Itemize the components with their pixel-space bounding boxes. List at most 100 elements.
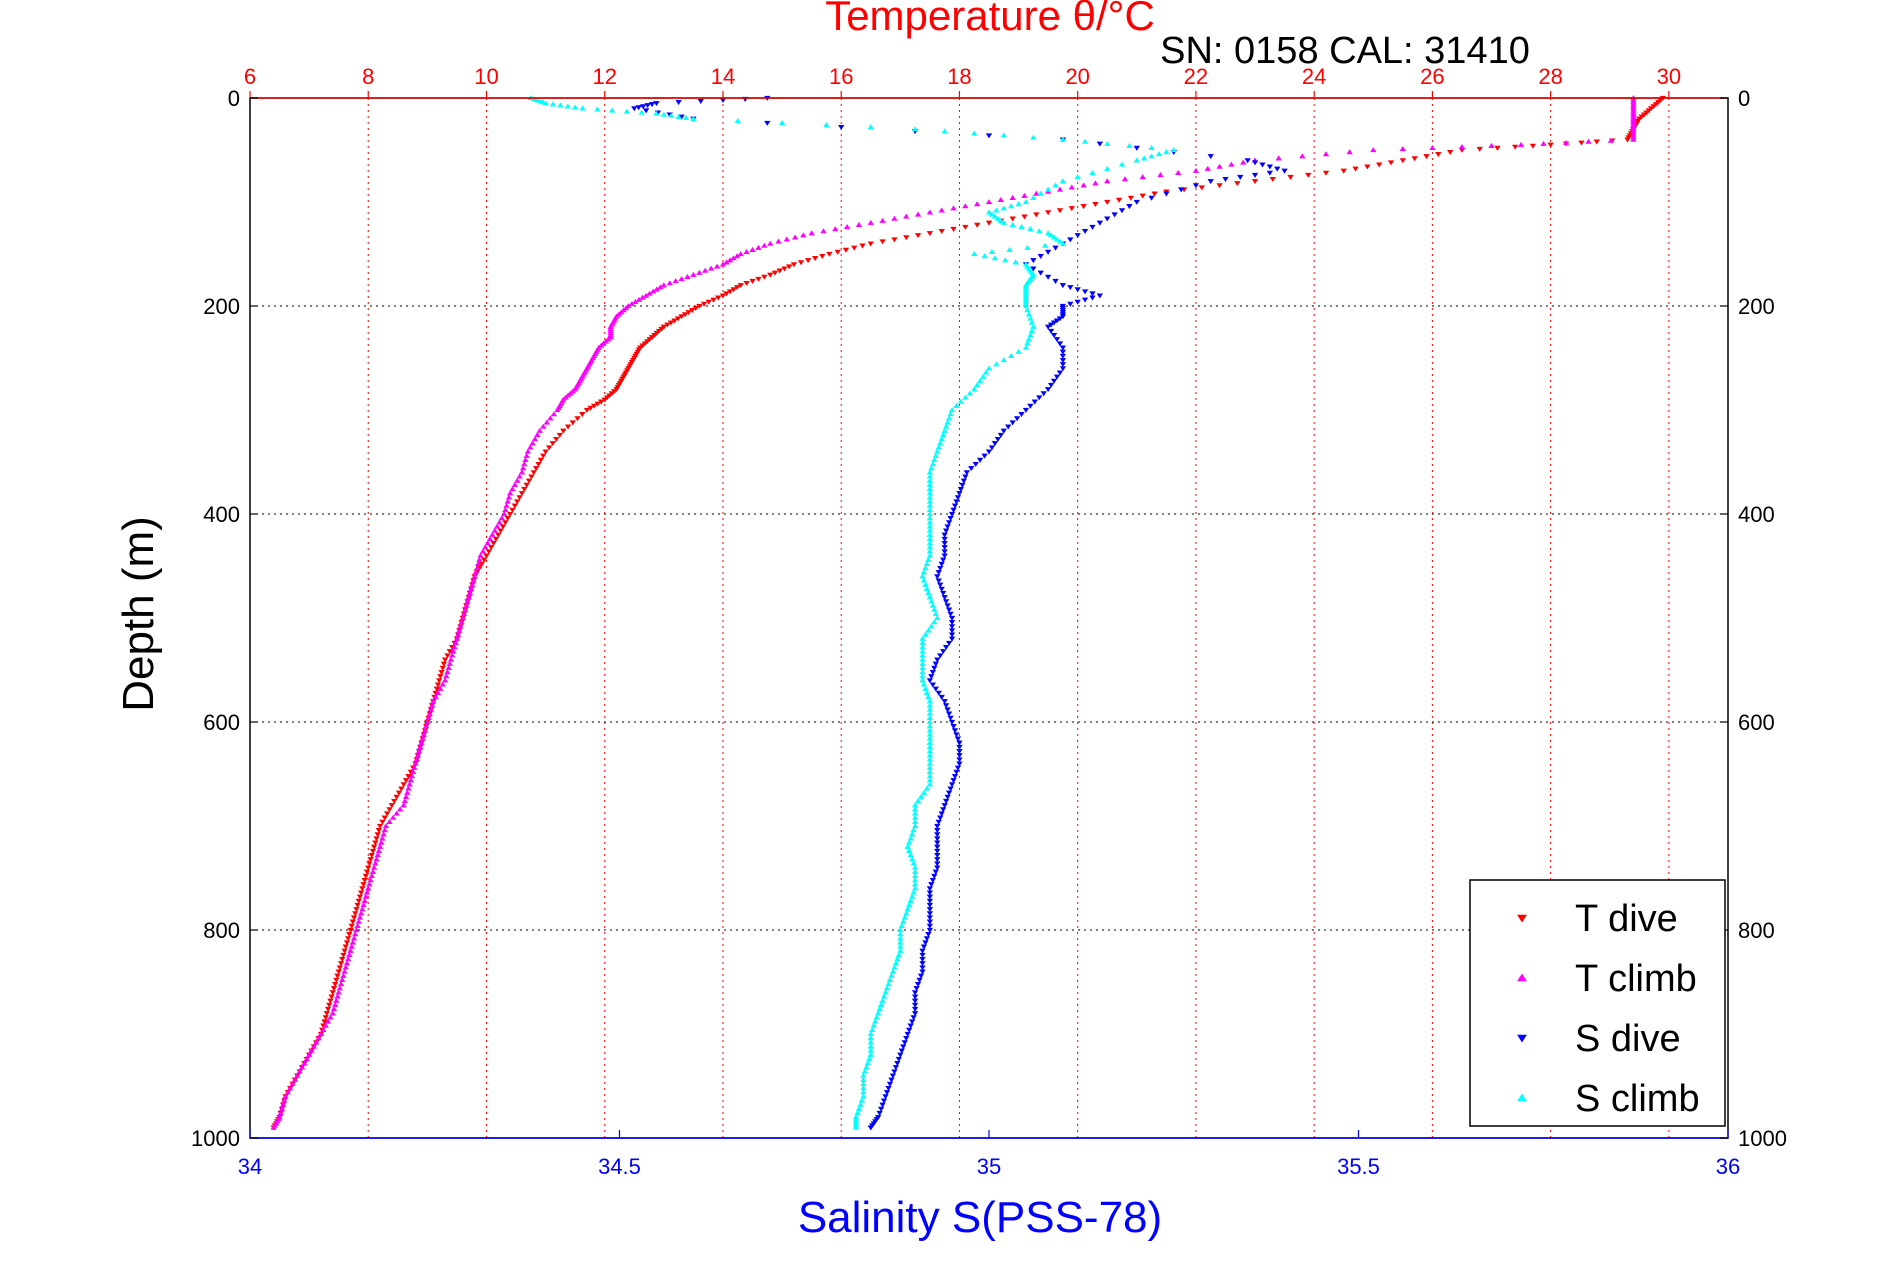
data-point-interp — [381, 815, 388, 821]
data-point-interp — [1056, 208, 1064, 214]
data-point-interp — [944, 419, 951, 425]
data-point-interp — [478, 561, 485, 567]
data-point-interp — [916, 977, 923, 983]
data-point-interp — [743, 281, 750, 287]
data-point-interp — [1027, 226, 1034, 232]
data-point-interp — [834, 249, 841, 255]
data-point-interp — [410, 769, 417, 775]
temperature-tick-label: 20 — [1065, 64, 1089, 89]
data-point-interp — [522, 457, 529, 463]
data-point-interp — [928, 465, 935, 471]
data-point — [882, 1094, 889, 1100]
data-point — [424, 719, 431, 725]
data-point-interp — [1009, 221, 1016, 227]
data-point — [489, 531, 496, 537]
data-point-interp — [994, 215, 1002, 221]
data-point-interp — [892, 960, 900, 966]
data-point-interp — [415, 748, 423, 754]
data-point-interp — [354, 922, 361, 928]
data-point-interp — [920, 789, 928, 795]
data-point-interp — [434, 689, 442, 695]
data-point-interp — [1047, 232, 1055, 238]
data-point-interp — [920, 569, 928, 575]
data-point-interp — [820, 228, 827, 234]
data-point-interp — [1305, 172, 1312, 178]
data-point-interp — [360, 882, 367, 888]
data-point-interp — [675, 113, 682, 119]
data-point — [767, 240, 774, 246]
data-point — [934, 615, 941, 621]
data-point — [948, 636, 956, 642]
data-point-interp — [1251, 172, 1259, 178]
data-point-interp — [360, 902, 367, 908]
data-point-interp — [301, 1060, 308, 1066]
data-point-interp — [873, 1014, 880, 1020]
data-point-interp — [935, 578, 942, 584]
data-point-interp — [449, 652, 456, 658]
data-point-interp — [1207, 154, 1214, 160]
data-point-interp — [925, 627, 932, 633]
data-point-interp — [479, 548, 487, 554]
data-point — [1030, 323, 1037, 329]
data-point-interp — [942, 645, 950, 651]
data-point-interp — [944, 794, 951, 800]
data-point-interp — [1081, 229, 1089, 235]
data-point-interp — [734, 117, 741, 123]
data-point-interp — [331, 981, 339, 987]
data-point-interp — [906, 1027, 913, 1033]
data-point-interp — [1139, 193, 1146, 199]
data-point-interp — [505, 494, 513, 500]
data-point-interp — [439, 665, 446, 671]
data-point-interp — [913, 986, 920, 992]
data-point-interp — [666, 280, 673, 286]
data-point-interp — [953, 499, 960, 505]
data-point-interp — [451, 644, 458, 650]
data-point-interp — [988, 445, 996, 451]
data-point — [400, 782, 407, 788]
data-point-interp — [428, 702, 436, 708]
data-point-interp — [414, 752, 422, 758]
data-point-interp — [926, 898, 934, 904]
data-point-interp — [339, 957, 346, 963]
data-point-interp — [540, 423, 547, 429]
data-point-interp — [929, 602, 936, 608]
data-point — [400, 802, 407, 808]
depth-tick-label-right: 1000 — [1738, 1126, 1787, 1151]
data-point-interp — [1151, 191, 1158, 197]
data-point-interp — [928, 674, 935, 680]
data-point-interp — [948, 620, 956, 626]
data-point-interp — [1074, 287, 1081, 293]
data-point-interp — [363, 889, 371, 895]
data-point-interp — [1002, 257, 1009, 263]
data-point-interp — [393, 794, 400, 800]
data-point-interp — [942, 599, 950, 605]
series-t-climb — [270, 95, 1637, 1130]
data-point — [867, 1051, 874, 1057]
data-point-interp — [648, 102, 656, 108]
data-point — [948, 615, 956, 621]
data-point-interp — [1059, 362, 1067, 368]
depth-tick-label-right: 400 — [1738, 502, 1775, 527]
data-point-interp — [910, 860, 917, 866]
data-point — [1059, 366, 1067, 372]
data-point-interp — [1008, 203, 1015, 209]
data-point-interp — [909, 831, 916, 837]
data-point-interp — [941, 549, 948, 555]
data-point — [919, 573, 926, 579]
data-point-interp — [940, 557, 947, 563]
data-point-interp — [945, 640, 953, 646]
data-point-interp — [1037, 190, 1044, 196]
data-point-interp — [937, 815, 944, 821]
data-point-interp — [350, 935, 358, 941]
data-point-interp — [988, 249, 996, 255]
data-point-interp — [346, 932, 353, 938]
data-point-interp — [1089, 295, 1096, 301]
data-point — [941, 427, 948, 433]
data-point — [1044, 210, 1052, 216]
data-point — [867, 219, 874, 225]
data-point — [826, 251, 833, 257]
data-point-interp — [861, 1068, 868, 1074]
data-point-interp — [1052, 278, 1059, 284]
data-point-interp — [937, 582, 944, 588]
